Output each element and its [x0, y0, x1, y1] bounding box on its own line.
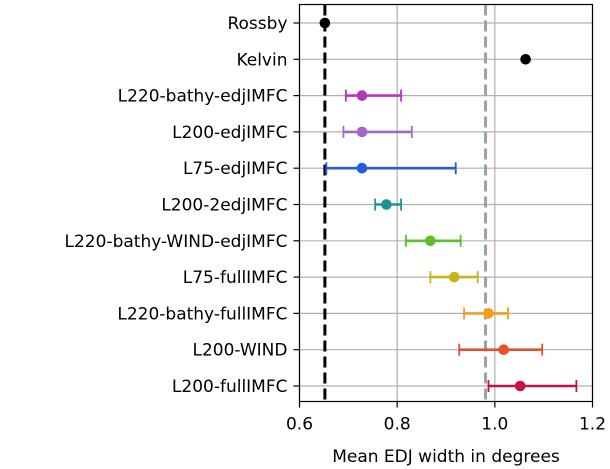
point-L220-bathy-fullIMFC — [483, 308, 494, 319]
point-L200-WIND — [498, 344, 509, 356]
y-tick-label: L75-edjIMFC — [183, 159, 288, 179]
point-L220-bathy-WIND-edjIMFC — [425, 235, 436, 247]
y-tick-label: Rossby — [227, 14, 287, 34]
y-tick-label: L200-fullIMFC — [172, 377, 288, 397]
y-tick-label: L220-bathy-WIND-edjIMFC — [65, 232, 288, 252]
grid-lines — [298, 4, 594, 402]
x-axis: 0.6 0.8 1.0 1.2 — [286, 401, 606, 435]
point-L200-2edjIMFC — [381, 199, 392, 210]
x-tick-label: 1.0 — [481, 415, 508, 435]
y-tick-label: L220-bathy-fullIMFC — [117, 304, 287, 324]
y-tick-label: L220-bathy-edjIMFC — [118, 87, 288, 107]
point-L200-fullIMFC — [514, 380, 526, 392]
y-tick-label: Kelvin — [236, 50, 287, 70]
point-Kelvin — [520, 54, 531, 65]
y-tick-label: L200-2edjIMFC — [161, 196, 287, 216]
x-tick-label: 0.6 — [286, 415, 313, 435]
x-tick-label: 1.2 — [579, 415, 606, 435]
point-Rossby — [319, 17, 331, 29]
reference-lines — [323, 4, 488, 402]
plot-frame — [298, 3, 594, 403]
point-L220-bathy-edjIMFC — [356, 90, 368, 101]
data-points — [319, 17, 531, 392]
point-L200-edjIMFC — [356, 126, 368, 138]
point-L75-fullIMFC — [449, 271, 460, 283]
y-axis: Rossby Kelvin L220-bathy-edjIMFC L200-edjIM… — [65, 14, 300, 397]
error-bars — [325, 89, 578, 392]
x-axis-title: Mean EDJ width in degrees — [332, 447, 560, 467]
point-L75-edjIMFC — [356, 162, 368, 174]
y-tick-label: L75-fullIMFC — [183, 268, 288, 288]
y-tick-label: L200-WIND — [193, 341, 288, 361]
x-tick-label: 0.8 — [384, 415, 411, 435]
y-tick-label: L200-edjIMFC — [172, 123, 287, 143]
